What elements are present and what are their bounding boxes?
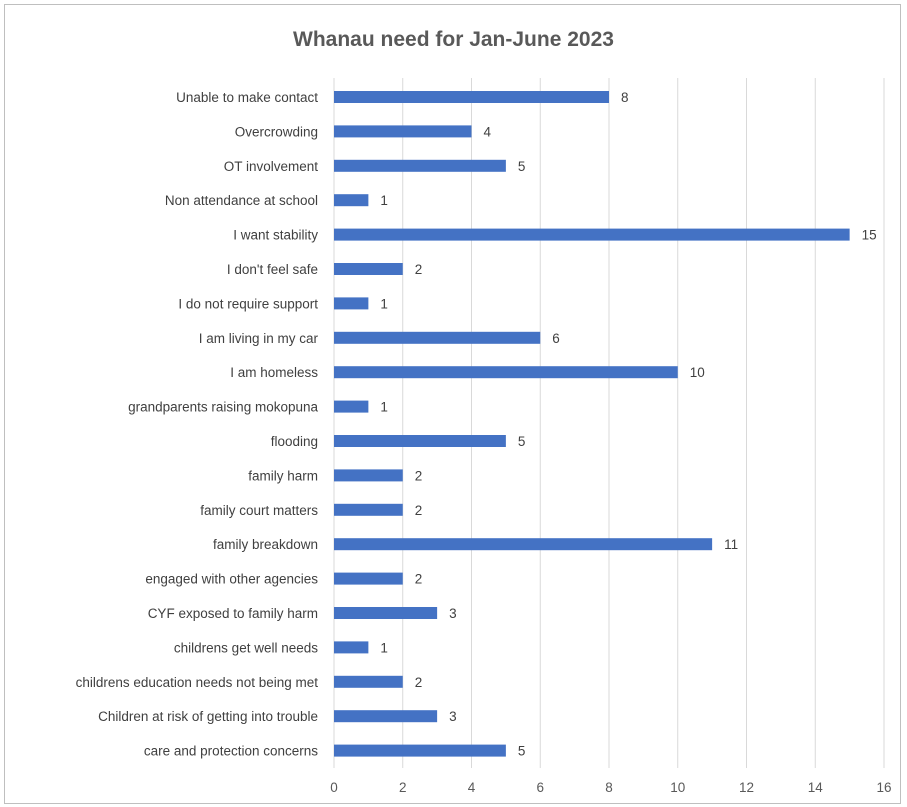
bar [334, 263, 403, 275]
category-label: family harm [248, 468, 318, 483]
bar [334, 710, 438, 723]
data-label: 2 [415, 468, 423, 483]
category-label: Non attendance at school [165, 193, 318, 208]
bar [334, 469, 403, 482]
data-label: 5 [518, 159, 526, 174]
bar [334, 538, 713, 551]
bars [334, 91, 850, 757]
x-tick-labels: 0 2 4 6 8 10 12 14 16 [330, 780, 891, 795]
category-label: I am living in my car [199, 331, 319, 346]
category-label: OT involvement [224, 159, 319, 174]
data-label: 3 [449, 606, 457, 621]
category-label: childrens education needs not being met [76, 675, 319, 690]
category-label: I do not require support [178, 296, 318, 311]
x-tick-label: 16 [876, 780, 891, 795]
bar [334, 744, 506, 757]
bar [334, 675, 403, 688]
category-label: Unable to make contact [176, 90, 318, 105]
category-label: I don't feel safe [227, 262, 318, 277]
category-labels: Unable to make contact Overcrowding OT inv… [76, 90, 319, 759]
category-label: care and protection concerns [144, 744, 318, 759]
bar [334, 607, 438, 619]
x-tick-label: 8 [605, 780, 613, 795]
bar [334, 297, 369, 310]
bar [334, 366, 678, 379]
bar [334, 194, 369, 207]
category-label: Children at risk of getting into trouble [98, 709, 318, 724]
category-label: family breakdown [213, 537, 318, 552]
x-tick-label: 0 [330, 780, 338, 795]
category-label: grandparents raising mokopuna [128, 400, 318, 415]
data-label: 2 [415, 503, 423, 518]
data-label: 2 [415, 675, 423, 690]
data-label: 5 [518, 744, 526, 759]
data-label: 1 [380, 400, 388, 415]
bar [334, 641, 369, 654]
bar [334, 400, 369, 413]
x-tick-label: 2 [399, 780, 407, 795]
bar [334, 228, 850, 241]
data-label: 1 [380, 193, 388, 208]
category-label: engaged with other agencies [145, 572, 318, 587]
data-label: 2 [415, 572, 423, 587]
data-label: 1 [380, 296, 388, 311]
category-label: childrens get well needs [174, 640, 318, 655]
bar [334, 503, 403, 516]
bar [334, 572, 403, 585]
data-label: 10 [690, 365, 705, 380]
data-label: 5 [518, 434, 526, 449]
category-label: family court matters [200, 503, 318, 518]
data-label: 6 [552, 331, 560, 346]
x-tick-label: 10 [670, 780, 685, 795]
chart-title: Whanau need for Jan-June 2023 [293, 28, 614, 51]
x-tick-label: 14 [808, 780, 824, 795]
category-label: Overcrowding [235, 124, 318, 139]
data-label: 2 [415, 262, 423, 277]
x-tick-label: 12 [739, 780, 754, 795]
x-tick-label: 6 [536, 780, 544, 795]
data-label: 15 [862, 228, 877, 243]
data-label: 4 [484, 124, 492, 139]
data-label: 3 [449, 709, 457, 724]
x-tick-label: 4 [468, 780, 476, 795]
data-label: 1 [380, 640, 388, 655]
data-label: 8 [621, 90, 629, 105]
bar [334, 125, 472, 138]
bar [334, 435, 506, 447]
bar [334, 91, 609, 103]
category-label: flooding [271, 434, 318, 449]
gridlines [333, 78, 885, 768]
bar [334, 331, 541, 344]
category-label: CYF exposed to family harm [148, 606, 318, 621]
category-label: I want stability [233, 228, 318, 243]
category-label: I am homeless [230, 365, 318, 380]
data-label: 11 [724, 537, 738, 552]
bar [334, 159, 506, 172]
